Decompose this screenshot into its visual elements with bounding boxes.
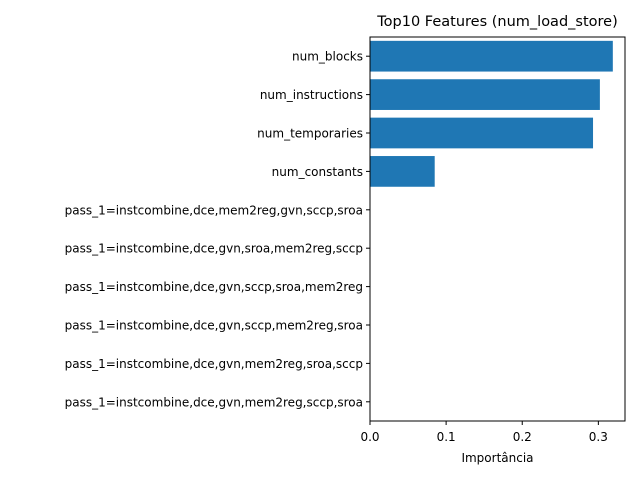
bar-3 — [370, 156, 435, 187]
y-tick-label-4: pass_1=instcombine,dce,mem2reg,gvn,sccp,… — [65, 203, 363, 217]
y-tick-label-9: pass_1=instcombine,dce,gvn,mem2reg,sccp,… — [65, 395, 363, 409]
y-tick-label-8: pass_1=instcombine,dce,gvn,mem2reg,sroa,… — [65, 357, 363, 371]
bar-1 — [370, 79, 600, 110]
y-tick-label-2: num_temporaries — [257, 127, 363, 141]
bar-2 — [370, 117, 594, 149]
y-tick-label-5: pass_1=instcombine,dce,gvn,sroa,mem2reg,… — [65, 242, 363, 256]
plot-frame — [369, 36, 626, 422]
x-tick-label-0: 0.0 — [360, 430, 379, 444]
y-tick-label-3: num_constants — [272, 165, 363, 179]
chart-title: Top10 Features (num_load_store) — [376, 14, 617, 30]
x-tick-label-1: 0.1 — [437, 430, 456, 444]
x-axis-ticks: 0.0 0.1 0.2 0.3 — [360, 421, 608, 444]
x-tick-label-2: 0.2 — [513, 430, 532, 444]
bar-0 — [370, 40, 613, 72]
x-tick-label-3: 0.3 — [589, 430, 608, 444]
x-axis-label: Importância — [461, 451, 533, 465]
y-tick-label-0: num_blocks — [292, 50, 363, 64]
axes-frame — [369, 36, 626, 422]
y-tick-label-1: num_instructions — [260, 88, 363, 102]
y-axis-ticks: num_blocks num_instructions num_temporarie… — [65, 50, 370, 409]
y-tick-label-7: pass_1=instcombine,dce,gvn,sccp,mem2reg,… — [65, 319, 363, 333]
bars-group — [370, 40, 613, 187]
y-tick-label-6: pass_1=instcombine,dce,gvn,sccp,sroa,mem… — [65, 280, 363, 294]
